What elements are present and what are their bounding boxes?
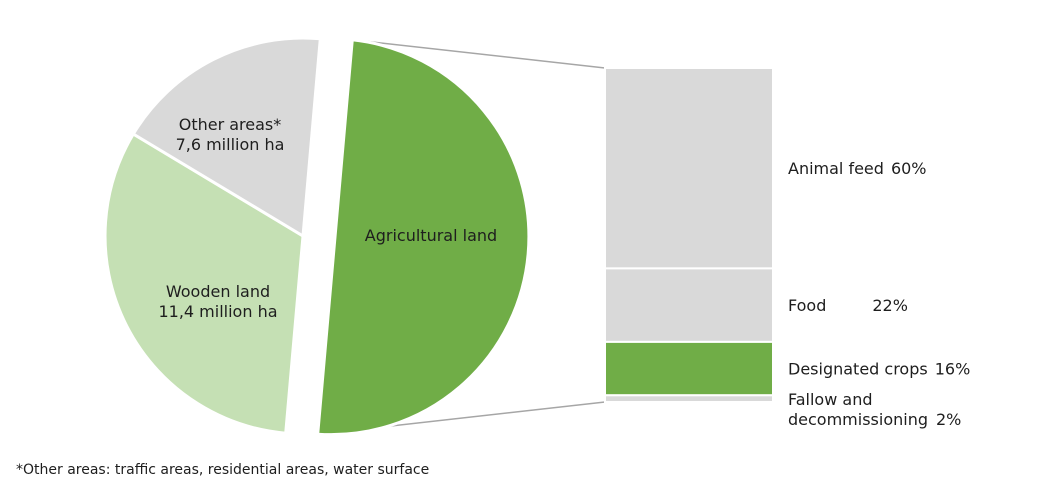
pie-label-value: 11,4 million ha [158, 302, 277, 321]
pie-label-name: Agricultural land [365, 226, 497, 245]
pie [103, 36, 531, 437]
bar-label-name: Food [788, 296, 826, 315]
pie-label-other-areas: Other areas* 7,6 million ha [176, 115, 285, 154]
bar-label-line: Fallow and [788, 390, 873, 409]
pie-slice-wooden-land [103, 132, 305, 435]
bar-label-name: Designated crops [788, 360, 928, 379]
pie-label-agricultural-land: Agricultural land [365, 226, 497, 245]
connector-line-top [352, 39, 606, 69]
bar-segment-designated-crops [604, 340, 774, 397]
bar-label-percent: 22% [872, 296, 908, 315]
footnote: *Other areas: traffic areas, residential… [16, 462, 430, 478]
pie-label-name: Wooden land [166, 282, 270, 301]
bar-segment-animal-feed [604, 67, 774, 270]
bar-label-percent: 2% [936, 410, 961, 429]
bar-label-percent: 60% [891, 159, 927, 178]
pie-label-value: 7,6 million ha [176, 135, 285, 154]
bar-label-line: decommissioning [788, 410, 928, 429]
chart-labels: Agricultural land Wooden land 11,4 million… [158, 115, 970, 429]
bar-label-animal-feed: Animal feed 60% [788, 159, 927, 178]
pie-label-name: Other areas* [179, 115, 282, 134]
stacked-bar [604, 67, 774, 403]
bar-label-percent: 16% [935, 360, 971, 379]
pie-label-wooden-land: Wooden land 11,4 million ha [158, 282, 277, 321]
pie-slice-other-areas [131, 36, 322, 238]
bar-label-fallow-and-decommissioning: Fallow and decommissioning 2% [788, 390, 961, 429]
bar-label-designated-crops: Designated crops 16% [788, 360, 970, 379]
bar-label-food: Food 22% [788, 296, 908, 315]
bar-label-name: Animal feed [788, 159, 884, 178]
bar-segment-fallow-and-decommissioning [604, 394, 774, 403]
pie-slice-agricultural-land [316, 38, 531, 437]
bar-segment-food [604, 267, 774, 343]
